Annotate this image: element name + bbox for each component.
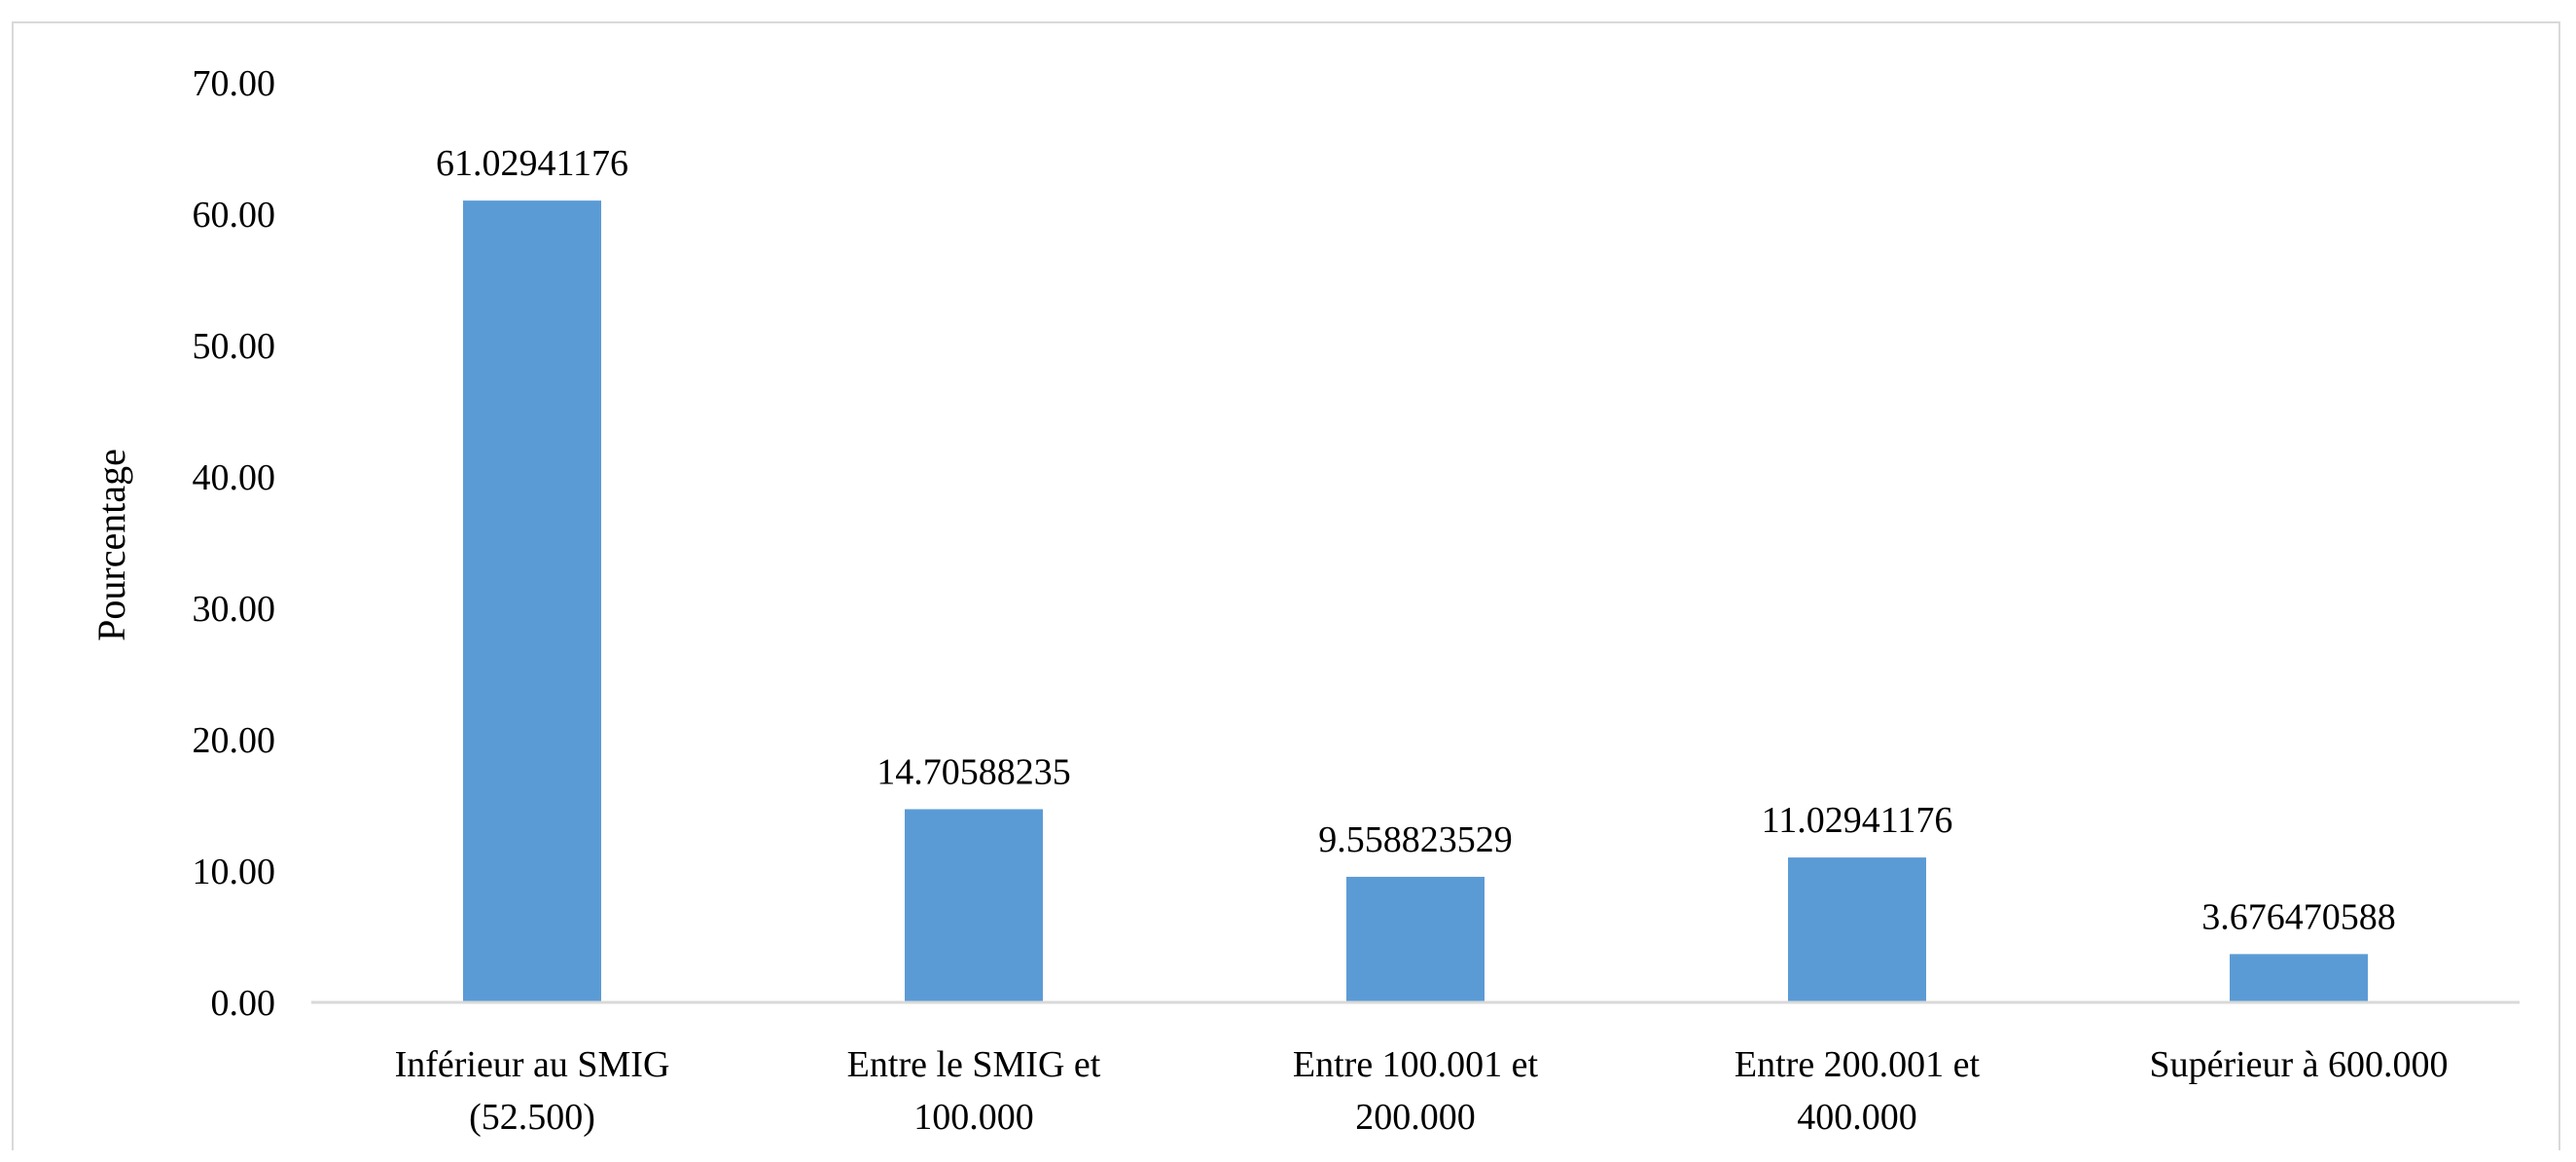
data-labels: 61.02941176 14.70588235 9.558823529 11.0294… <box>436 143 2396 937</box>
x-category-label: Entre 200.001 et <box>1735 1044 1981 1085</box>
y-tick-label: 10.00 <box>193 852 276 892</box>
y-tick-label: 60.00 <box>193 195 276 236</box>
data-label: 61.02941176 <box>436 143 628 184</box>
y-tick-label: 20.00 <box>193 720 276 761</box>
x-category-label: Inférieur au SMIG <box>395 1044 670 1085</box>
data-label: 3.676470588 <box>2201 896 2396 937</box>
bar <box>1788 857 1926 1002</box>
x-category-label: Supérieur à 600.000 <box>2149 1044 2448 1085</box>
bar <box>905 809 1043 1002</box>
x-category-label: 400.000 <box>1797 1097 1917 1138</box>
data-label: 9.558823529 <box>1318 819 1513 860</box>
chart-frame <box>12 21 2560 1150</box>
x-category-label: 200.000 <box>1355 1097 1476 1138</box>
bar <box>1346 876 1485 1002</box>
data-label: 14.70588235 <box>877 751 1071 792</box>
bar <box>463 200 601 1003</box>
y-tick-label: 50.00 <box>193 326 276 367</box>
y-axis-title: Pourcentage <box>89 449 133 641</box>
y-tick-label: 0.00 <box>211 983 276 1024</box>
data-label: 11.02941176 <box>1762 800 1953 841</box>
x-category-label: 100.000 <box>913 1097 1034 1138</box>
x-category-label: Entre le SMIG et <box>847 1044 1101 1085</box>
bars <box>463 200 2368 1003</box>
x-category-label: Entre 100.001 et <box>1293 1044 1539 1085</box>
y-tick-label: 40.00 <box>193 457 276 498</box>
y-axis-ticks: 0.00 10.00 20.00 30.00 40.00 50.00 60.00 70.00 <box>193 63 276 1024</box>
x-category-label: (52.500) <box>469 1097 595 1138</box>
x-axis-categories: Inférieur au SMIG (52.500) Entre le SMIG e… <box>395 1044 2449 1138</box>
bar <box>2230 954 2368 1002</box>
y-tick-label: 30.00 <box>193 589 276 630</box>
y-tick-label: 70.00 <box>193 63 276 104</box>
